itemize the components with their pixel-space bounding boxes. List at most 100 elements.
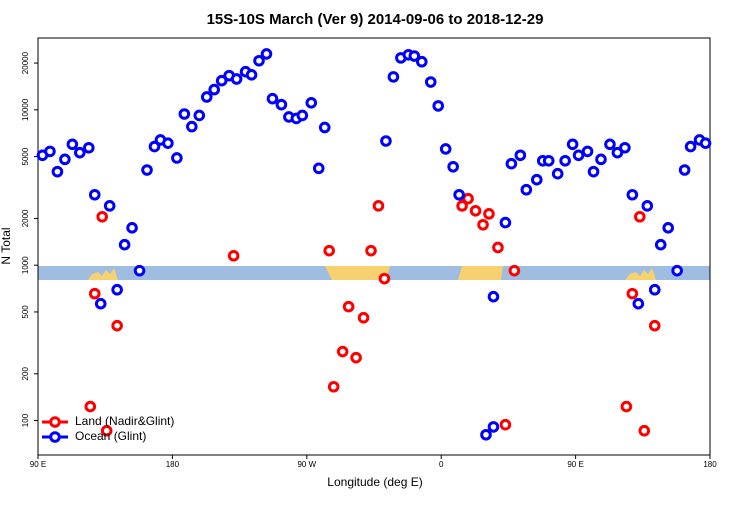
point	[215, 74, 228, 87]
point	[648, 319, 661, 332]
point	[678, 164, 691, 176]
point	[230, 73, 243, 85]
point	[626, 287, 639, 300]
point	[111, 283, 123, 296]
y-tick-label: 100	[21, 413, 30, 427]
point	[483, 208, 495, 220]
point	[51, 165, 64, 178]
point	[82, 141, 95, 154]
y-tick-label: 20000	[21, 51, 30, 74]
point	[200, 91, 213, 103]
point	[387, 71, 400, 83]
point	[141, 164, 153, 176]
point	[514, 149, 527, 162]
point	[266, 92, 279, 105]
point	[103, 200, 116, 212]
point	[456, 200, 468, 212]
point	[595, 153, 607, 166]
point	[447, 160, 459, 173]
legend-label: Land (Nadir&Glint)	[75, 414, 174, 428]
point	[380, 135, 392, 147]
point	[74, 146, 86, 159]
x-tick-label: 0	[439, 460, 444, 469]
x-axis-label: Longitude (deg E)	[327, 475, 422, 489]
point	[227, 249, 240, 262]
point	[365, 244, 377, 257]
point	[654, 238, 667, 251]
x-tick-label: 90 E	[30, 460, 46, 469]
point	[88, 188, 101, 201]
point	[100, 424, 113, 437]
legend-marker	[49, 431, 61, 443]
y-tick-label: 5000	[21, 147, 30, 165]
chart-title: 15S-10S March (Ver 9) 2014-09-06 to 2018…	[207, 11, 544, 28]
point	[66, 138, 79, 151]
point	[499, 216, 512, 229]
point	[508, 264, 521, 277]
point	[148, 140, 161, 153]
point	[611, 146, 624, 159]
land-patch	[458, 266, 503, 280]
point	[94, 297, 107, 310]
point	[424, 76, 437, 88]
x-tick-label: 90 W	[297, 460, 316, 469]
point	[133, 264, 146, 277]
point	[208, 83, 221, 96]
point	[581, 145, 594, 158]
x-tick-label: 90 E	[567, 460, 583, 469]
point	[323, 244, 336, 257]
x-tick-label: 180	[703, 460, 717, 469]
point	[671, 264, 683, 277]
point	[505, 157, 518, 170]
point	[111, 319, 123, 332]
point	[408, 50, 421, 62]
point	[439, 143, 452, 155]
point	[477, 218, 489, 231]
land-patch	[325, 266, 390, 280]
point	[638, 424, 651, 437]
point	[193, 109, 206, 122]
legend-marker	[49, 416, 61, 428]
point	[480, 428, 492, 441]
point	[126, 222, 138, 234]
point	[626, 188, 639, 201]
point	[641, 200, 654, 212]
point	[566, 138, 579, 151]
point	[587, 165, 600, 178]
point	[178, 108, 191, 120]
point	[372, 200, 385, 212]
x-tick-label: 180	[166, 460, 180, 469]
land-mask-strip	[38, 266, 710, 280]
y-tick-label: 500	[21, 305, 30, 319]
point	[260, 48, 273, 60]
point	[520, 183, 533, 196]
point	[551, 167, 564, 180]
y-tick-label: 200	[21, 367, 30, 381]
point	[336, 345, 349, 358]
point	[305, 96, 318, 109]
point	[632, 297, 645, 310]
y-tick-label: 2000	[21, 209, 30, 227]
land-patch	[88, 268, 118, 280]
point	[415, 55, 428, 68]
point	[432, 100, 445, 112]
land-patch	[625, 268, 656, 280]
point	[530, 173, 543, 186]
y-tick-label: 1000	[21, 256, 30, 274]
point	[245, 69, 258, 81]
point	[275, 98, 288, 111]
point	[487, 421, 500, 433]
point	[699, 137, 712, 149]
point	[542, 154, 555, 167]
point	[378, 272, 391, 285]
point	[492, 241, 504, 254]
point	[684, 140, 697, 153]
point	[44, 145, 56, 158]
point	[318, 121, 331, 134]
point	[559, 154, 571, 167]
point	[619, 141, 631, 154]
point	[648, 283, 661, 296]
point	[634, 210, 646, 223]
point	[171, 152, 183, 164]
